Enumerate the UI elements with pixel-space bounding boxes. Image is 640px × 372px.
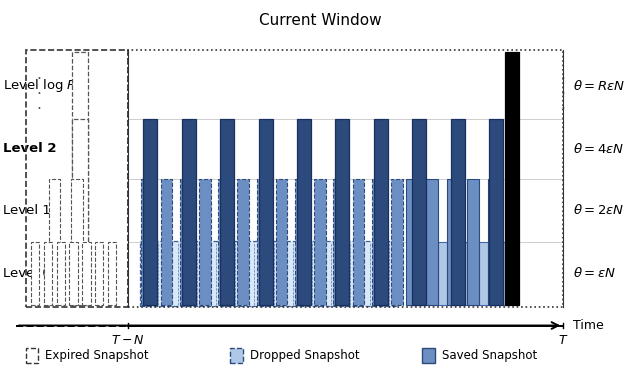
Bar <box>335 119 349 305</box>
Bar <box>230 348 243 363</box>
Text: $\theta = \varepsilon N$: $\theta = \varepsilon N$ <box>573 266 616 280</box>
Bar <box>489 119 503 305</box>
Text: Level log $R$: Level log $R$ <box>3 77 77 94</box>
Bar <box>199 179 211 305</box>
Text: ·: · <box>561 87 566 102</box>
Text: $\theta = 2\varepsilon N$: $\theta = 2\varepsilon N$ <box>573 203 625 217</box>
Bar <box>406 179 417 305</box>
Text: $T-N$: $T-N$ <box>111 334 145 347</box>
Text: ·: · <box>561 73 566 87</box>
Bar <box>257 179 268 305</box>
Text: ·: · <box>36 87 41 102</box>
Bar <box>391 179 403 305</box>
Text: ·: · <box>36 102 41 117</box>
Bar <box>218 179 230 305</box>
Bar <box>451 119 465 305</box>
Bar <box>372 179 383 305</box>
Bar <box>458 242 467 305</box>
Bar <box>26 348 38 363</box>
Bar <box>295 179 307 305</box>
Bar <box>499 242 508 305</box>
Bar <box>353 179 364 305</box>
Bar <box>488 179 499 305</box>
Text: Saved Snapshot: Saved Snapshot <box>442 349 537 362</box>
Bar <box>417 242 426 305</box>
Text: Time: Time <box>573 319 604 332</box>
Text: $T$: $T$ <box>558 334 568 347</box>
Bar <box>108 242 116 305</box>
Bar <box>220 119 234 305</box>
Text: ·: · <box>561 102 566 117</box>
Text: Level 2: Level 2 <box>3 142 57 155</box>
Bar <box>468 242 477 305</box>
Bar <box>276 179 287 305</box>
Bar <box>31 242 40 305</box>
Bar <box>438 242 447 305</box>
Bar <box>57 242 65 305</box>
Bar <box>407 242 416 305</box>
Bar <box>412 119 426 305</box>
Bar <box>314 179 326 305</box>
Bar <box>72 52 88 305</box>
Bar <box>297 119 311 305</box>
Text: $\theta = 4\varepsilon N$: $\theta = 4\varepsilon N$ <box>573 142 625 156</box>
Text: Level 0: Level 0 <box>3 267 51 280</box>
Text: Level 1: Level 1 <box>3 204 51 217</box>
Bar <box>69 242 78 305</box>
Bar <box>333 179 345 305</box>
Bar <box>422 348 435 363</box>
Bar <box>374 119 388 305</box>
Bar <box>180 179 191 305</box>
Bar <box>467 179 479 305</box>
Bar <box>259 119 273 305</box>
Bar <box>428 242 436 305</box>
Bar <box>128 50 563 307</box>
Bar <box>237 179 249 305</box>
Bar <box>141 179 153 305</box>
Bar <box>161 179 172 305</box>
Text: ·: · <box>36 73 41 87</box>
Bar <box>26 50 128 307</box>
Bar <box>71 179 83 305</box>
Bar <box>44 242 52 305</box>
Bar <box>505 52 519 305</box>
Bar <box>447 179 458 305</box>
Bar <box>479 242 488 305</box>
Bar <box>143 119 157 305</box>
Text: Expired Snapshot: Expired Snapshot <box>45 349 148 362</box>
Bar <box>140 241 398 306</box>
Bar <box>448 242 457 305</box>
Bar <box>49 179 60 305</box>
Bar <box>182 119 196 305</box>
Text: Current Window: Current Window <box>259 13 381 28</box>
Text: Dropped Snapshot: Dropped Snapshot <box>250 349 359 362</box>
Bar <box>83 242 91 305</box>
Bar <box>426 179 438 305</box>
Bar <box>72 119 88 305</box>
Bar <box>95 242 104 305</box>
Text: $\theta = R\varepsilon N$: $\theta = R\varepsilon N$ <box>573 78 625 93</box>
Bar <box>489 242 498 305</box>
